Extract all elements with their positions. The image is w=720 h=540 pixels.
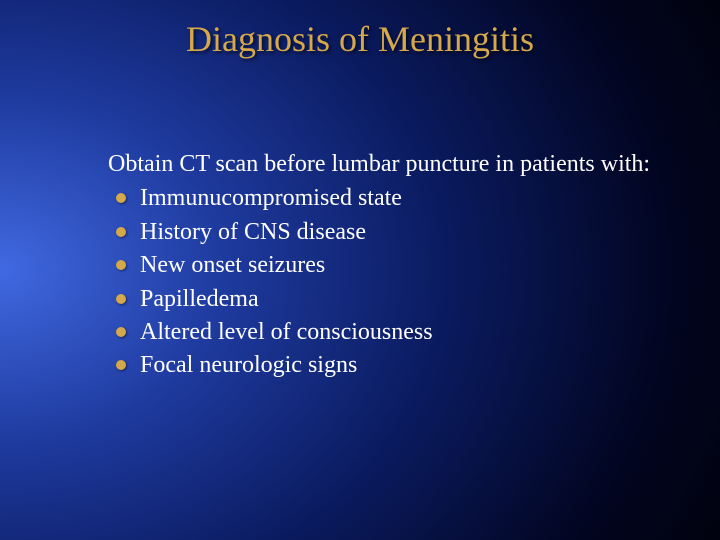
slide-content: Obtain CT scan before lumbar puncture in… <box>90 148 680 383</box>
list-item: History of CNS disease <box>116 216 680 248</box>
list-item: New onset seizures <box>116 249 680 281</box>
lead-text: Obtain CT scan before lumbar puncture in… <box>90 148 680 180</box>
slide-container: Diagnosis of Meningitis Obtain CT scan b… <box>0 0 720 540</box>
list-item: Immunucompromised state <box>116 182 680 214</box>
list-item: Focal neurologic signs <box>116 349 680 381</box>
bullet-list: Immunucompromised state History of CNS d… <box>90 182 680 381</box>
list-item: Altered level of consciousness <box>116 316 680 348</box>
slide-title: Diagnosis of Meningitis <box>0 18 720 60</box>
list-item: Papilledema <box>116 283 680 315</box>
